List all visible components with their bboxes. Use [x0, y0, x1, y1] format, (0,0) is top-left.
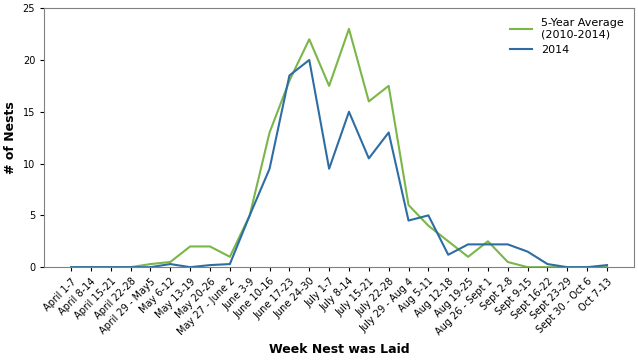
5-Year Average
(2010-2014) [424, 224, 432, 228]
5-Year Average
(2010-2014) [87, 265, 94, 269]
5-Year Average
(2010-2014) [226, 255, 234, 259]
2014 [563, 265, 571, 269]
2014 [345, 109, 353, 114]
5-Year Average
(2010-2014) [167, 260, 174, 264]
5-Year Average
(2010-2014) [504, 260, 512, 264]
5-Year Average
(2010-2014) [206, 244, 214, 249]
2014 [67, 265, 75, 269]
5-Year Average
(2010-2014) [524, 265, 531, 269]
X-axis label: Week Nest was Laid: Week Nest was Laid [269, 343, 410, 356]
5-Year Average
(2010-2014) [107, 265, 115, 269]
2014 [226, 262, 234, 266]
2014 [603, 263, 611, 267]
5-Year Average
(2010-2014) [325, 84, 333, 88]
5-Year Average
(2010-2014) [464, 255, 472, 259]
Legend: 5-Year Average
(2010-2014), 2014: 5-Year Average (2010-2014), 2014 [505, 14, 628, 60]
2014 [524, 249, 531, 254]
Line: 5-Year Average
(2010-2014): 5-Year Average (2010-2014) [71, 29, 607, 267]
5-Year Average
(2010-2014) [544, 265, 551, 269]
5-Year Average
(2010-2014) [266, 130, 274, 135]
2014 [167, 262, 174, 266]
2014 [246, 213, 253, 217]
2014 [147, 265, 154, 269]
5-Year Average
(2010-2014) [306, 37, 313, 41]
2014 [186, 265, 194, 269]
2014 [306, 58, 313, 62]
5-Year Average
(2010-2014) [246, 213, 253, 217]
2014 [206, 263, 214, 267]
Line: 2014: 2014 [71, 60, 607, 267]
5-Year Average
(2010-2014) [404, 203, 412, 207]
2014 [87, 265, 94, 269]
2014 [404, 219, 412, 223]
5-Year Average
(2010-2014) [563, 265, 571, 269]
5-Year Average
(2010-2014) [67, 265, 75, 269]
5-Year Average
(2010-2014) [186, 244, 194, 249]
5-Year Average
(2010-2014) [286, 78, 293, 83]
5-Year Average
(2010-2014) [345, 27, 353, 31]
2014 [127, 265, 135, 269]
2014 [385, 130, 392, 135]
Y-axis label: # of Nests: # of Nests [4, 101, 17, 174]
5-Year Average
(2010-2014) [127, 265, 135, 269]
2014 [365, 156, 373, 161]
5-Year Average
(2010-2014) [147, 262, 154, 266]
2014 [445, 253, 452, 257]
5-Year Average
(2010-2014) [583, 265, 591, 269]
2014 [544, 262, 551, 266]
2014 [464, 242, 472, 247]
2014 [484, 242, 492, 247]
5-Year Average
(2010-2014) [445, 239, 452, 243]
2014 [583, 265, 591, 269]
5-Year Average
(2010-2014) [385, 84, 392, 88]
5-Year Average
(2010-2014) [365, 99, 373, 104]
5-Year Average
(2010-2014) [603, 265, 611, 269]
2014 [286, 73, 293, 78]
2014 [424, 213, 432, 217]
2014 [107, 265, 115, 269]
2014 [325, 167, 333, 171]
5-Year Average
(2010-2014) [484, 239, 492, 243]
2014 [504, 242, 512, 247]
2014 [266, 167, 274, 171]
